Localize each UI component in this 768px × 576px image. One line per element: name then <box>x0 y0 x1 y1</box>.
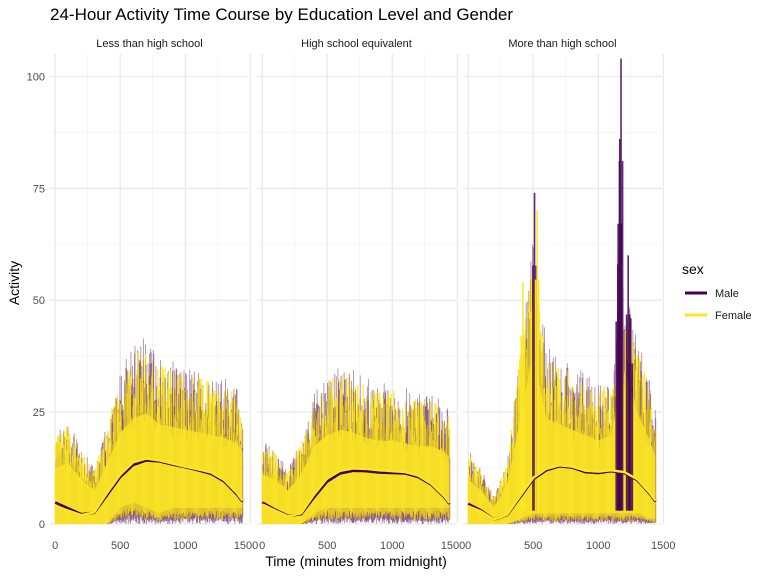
y-tick-label: 75 <box>33 183 45 195</box>
smooth-line-female <box>261 467 451 518</box>
smooth-line-female <box>54 457 244 517</box>
x-axis-title: Time (minutes from midnight) <box>265 553 447 569</box>
legend-label-male: Male <box>715 288 739 300</box>
x-tick-label: 1000 <box>586 540 610 552</box>
y-tick-label: 50 <box>33 295 45 307</box>
x-tick-label: 500 <box>318 540 336 552</box>
smooth-line-female <box>467 464 657 521</box>
x-tick-label: 1000 <box>380 540 404 552</box>
grid-lines <box>257 54 458 525</box>
facet-panel: More than high school 0 500 1000 1500 <box>463 38 676 552</box>
x-tick-label: 500 <box>111 540 129 552</box>
legend: sex Male Female <box>682 261 752 322</box>
y-tick-label: 100 <box>27 71 45 83</box>
raw-activity-traces <box>467 58 657 524</box>
facet-strip-label: Less than high school <box>96 38 202 50</box>
facet-panel: High school equivalent 0 500 1000 1500 <box>257 38 465 552</box>
x-tick-label: 0 <box>259 540 265 552</box>
x-tick-label: 0 <box>52 540 58 552</box>
raw-trace-density <box>55 412 243 524</box>
x-tick-label: 500 <box>524 540 542 552</box>
x-tick-label: 1500 <box>441 540 465 552</box>
x-tick-label: 1000 <box>173 540 197 552</box>
y-tick-label: 0 <box>39 519 45 531</box>
x-tick-label: 1500 <box>234 540 258 552</box>
raw-activity-traces <box>54 338 244 524</box>
legend-label-female: Female <box>715 310 752 322</box>
facet-panel: Less than high school 0 500 1000 1500 <box>50 38 258 552</box>
legend-title: sex <box>682 261 704 277</box>
raw-activity-traces <box>261 368 451 524</box>
x-tick-label: 1500 <box>651 540 675 552</box>
chart-title: 24-Hour Activity Time Course by Educatio… <box>50 5 513 24</box>
raw-trace-density <box>468 351 656 524</box>
x-tick-label: 0 <box>465 540 471 552</box>
facet-strip-label: High school equivalent <box>301 38 412 50</box>
y-axis-title: Activity <box>6 261 22 305</box>
y-tick-label: 25 <box>33 407 45 419</box>
facet-strip-label: More than high school <box>508 38 616 50</box>
